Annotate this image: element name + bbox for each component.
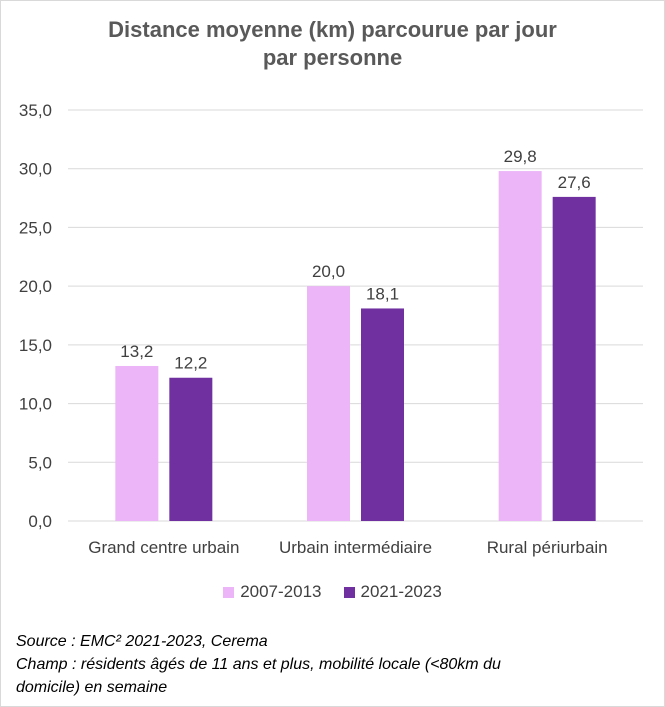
chart-title: Distance moyenne (km) parcourue par jour… [0, 16, 665, 72]
bar-2 [169, 377, 213, 521]
data-label: 13,2 [120, 342, 153, 361]
y-tick-label: 20,0 [19, 277, 52, 296]
footnote-source: Source : EMC² 2021-2023, Cerema [16, 633, 268, 650]
legend-swatch-series-2 [343, 586, 355, 598]
bar-2 [361, 308, 404, 521]
data-label: 18,1 [366, 284, 399, 303]
legend-label-series-2: 2021-2023 [360, 582, 442, 601]
legend: 2007-2013 2021-2023 [0, 582, 665, 602]
bar-1 [307, 286, 350, 521]
data-label: 20,0 [312, 262, 345, 281]
chart-title-line-2: par personne [262, 45, 403, 70]
y-tick-label: 10,0 [19, 395, 52, 414]
bar-1 [498, 171, 542, 521]
data-label: 29,8 [504, 147, 537, 166]
x-category-label: Urbain intermédiaire [279, 538, 432, 557]
chart-title-line-1: Distance moyenne (km) parcourue par jour [108, 17, 557, 42]
y-tick-label: 25,0 [19, 218, 52, 237]
footnote-scope-line-1: Champ : résidents âgés de 11 ans et plus… [16, 656, 501, 673]
data-label: 27,6 [558, 173, 591, 192]
x-category-label: Grand centre urbain [88, 538, 239, 557]
footnote: Source : EMC² 2021-2023, Cerema Champ : … [16, 630, 656, 699]
y-tick-label: 0,0 [28, 512, 52, 531]
legend-item-series-1: 2007-2013 [223, 582, 322, 602]
y-tick-label: 30,0 [19, 160, 52, 179]
legend-label-series-1: 2007-2013 [240, 582, 322, 601]
x-category-label: Rural périurbain [487, 538, 608, 557]
legend-item-series-2: 2021-2023 [343, 582, 442, 602]
data-label: 12,2 [174, 354, 207, 373]
footnote-scope-line-2: domicile) en semaine [16, 679, 168, 696]
legend-swatch-series-1 [223, 586, 235, 598]
y-tick-label: 5,0 [28, 453, 52, 472]
bar-2 [552, 196, 596, 521]
y-tick-label: 35,0 [19, 101, 52, 120]
bar-1 [115, 365, 159, 521]
y-tick-label: 15,0 [19, 336, 52, 355]
